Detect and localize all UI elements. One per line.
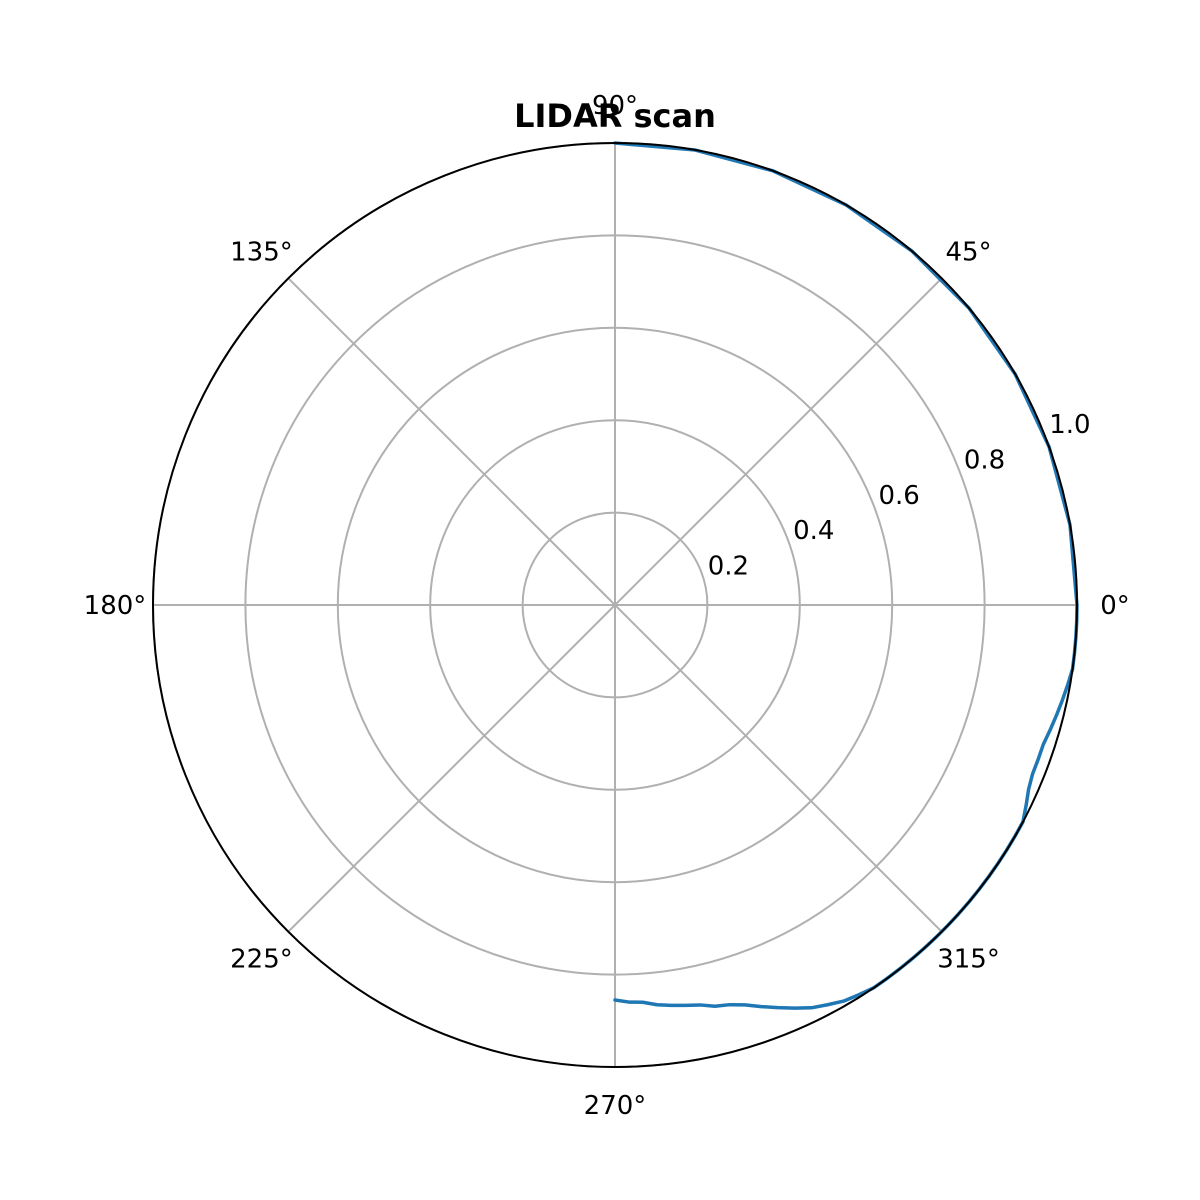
theta-tick-label: 225° xyxy=(230,945,293,975)
series-layer xyxy=(613,141,1079,1010)
theta-tick-label: 270° xyxy=(584,1091,647,1121)
chart-title: LIDAR scan xyxy=(514,97,716,135)
r-tick-label: 0.4 xyxy=(793,516,834,546)
lidar-series-line-0 xyxy=(613,141,1079,1010)
theta-tick-label: 315° xyxy=(937,945,1000,975)
theta-tick-label: 90° xyxy=(592,91,638,121)
theta-tick-label: 180° xyxy=(84,591,147,621)
r-tick-label: 0.6 xyxy=(878,481,919,511)
r-tick-label: 1.0 xyxy=(1049,410,1090,440)
theta-gridline-5 xyxy=(287,604,616,933)
r-tick-label: 0.2 xyxy=(708,552,749,582)
theta-tick-label: 135° xyxy=(230,237,293,267)
r-tick-label: 0.8 xyxy=(964,445,1005,475)
theta-tick-label: 0° xyxy=(1100,591,1130,621)
label-layer: 0° 45° 90° 135° 180° 225° 270° 315° 0.2 0.4 0.6 0.8… xyxy=(84,91,1130,1121)
theta-tick-label: 45° xyxy=(946,237,992,267)
polar-frame xyxy=(152,142,1078,1068)
theta-gridline-1 xyxy=(614,277,943,606)
theta-gridline-7 xyxy=(614,604,943,933)
theta-gridline-3 xyxy=(287,277,616,606)
grid-layer xyxy=(152,142,1078,1068)
